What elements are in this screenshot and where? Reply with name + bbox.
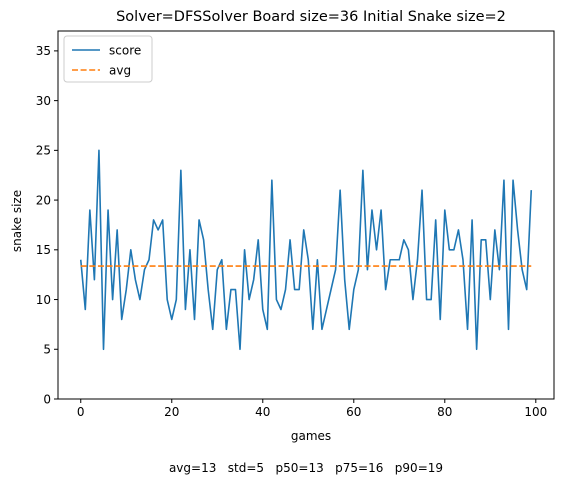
y-axis-label: snake size (10, 190, 24, 252)
plot-area (57, 30, 555, 400)
legend-label-score: score (109, 43, 141, 57)
x-tick-label: 0 (77, 405, 85, 419)
y-tick-label: 0 (43, 392, 51, 406)
x-tick-label: 40 (255, 405, 270, 419)
y-tick-label: 25 (36, 144, 51, 158)
y-tick-label: 15 (36, 243, 51, 257)
axes-frame (57, 30, 555, 400)
x-tick-label: 20 (164, 405, 179, 419)
x-axis-label: games (291, 429, 331, 443)
x-tick-label: 60 (346, 405, 361, 419)
y-tick-label: 5 (43, 343, 51, 357)
y-tick-label: 30 (36, 94, 51, 108)
y-axis: 0 5 10 15 20 25 30 35 (36, 44, 58, 406)
series-line-score (79, 149, 533, 351)
stats-footer: avg=13 std=5 p50=13 p75=16 p90=19 (169, 461, 443, 475)
x-axis: 0 20 40 60 80 100 (77, 399, 547, 419)
y-tick-label: 10 (36, 293, 51, 307)
legend-label-avg: avg (109, 63, 131, 77)
x-tick-label: 80 (437, 405, 452, 419)
y-tick-label: 35 (36, 44, 51, 58)
chart-title: Solver=DFSSolver Board size=36 Initial S… (116, 9, 506, 25)
x-tick-label: 100 (524, 405, 547, 419)
legend: score avg (63, 35, 153, 83)
y-tick-label: 20 (36, 193, 51, 207)
